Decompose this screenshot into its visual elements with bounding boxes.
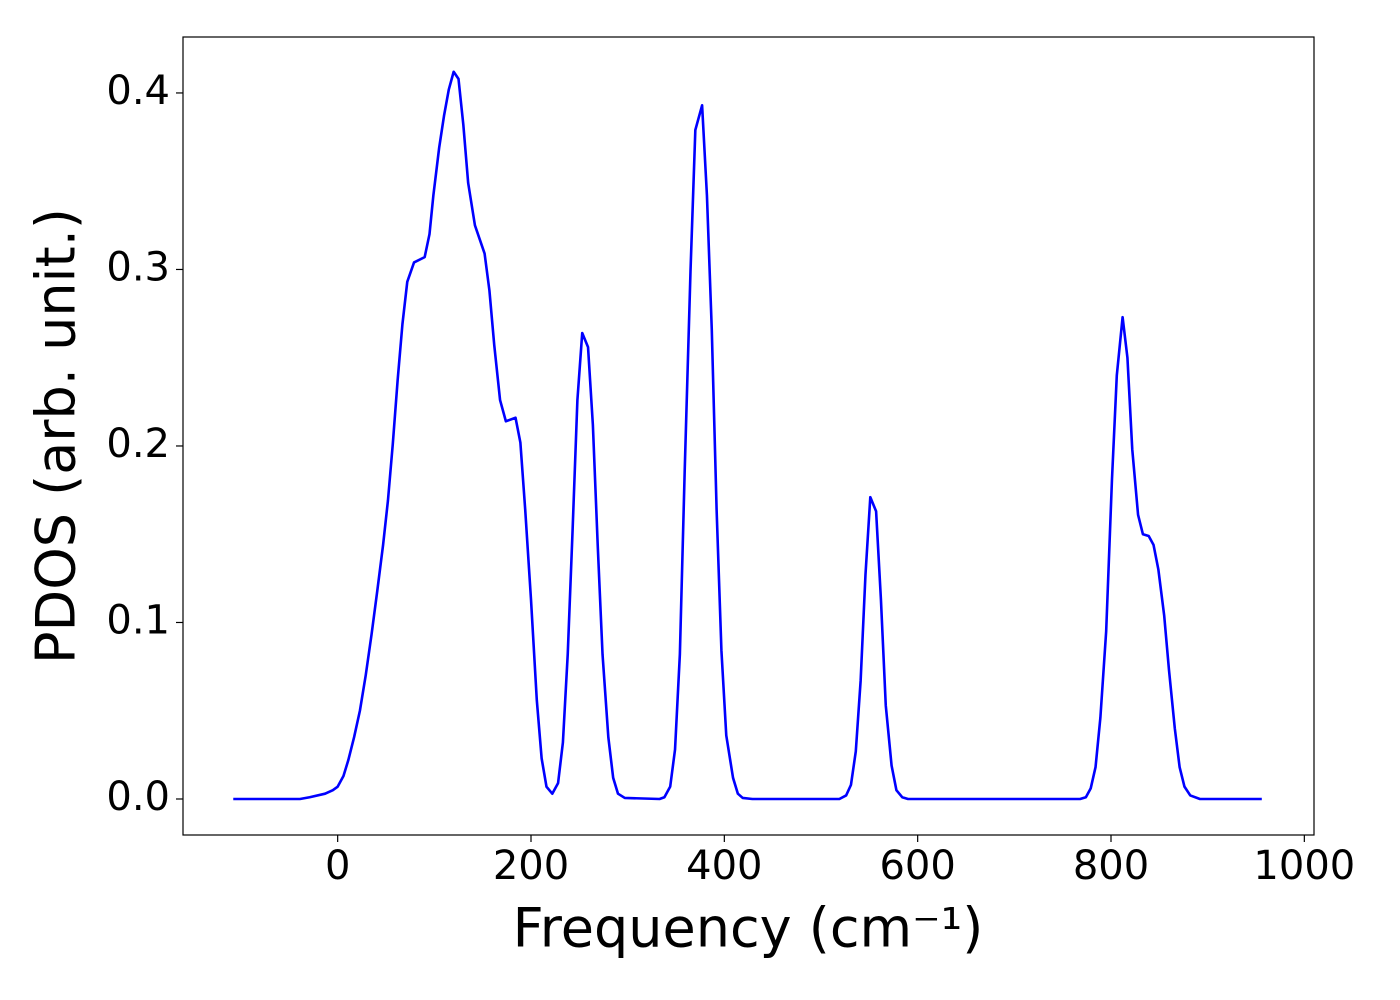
plot-frame [182,36,1315,836]
y-tick-label: 0.4 [106,68,170,114]
x-tick-label: 0 [325,843,350,889]
y-tick-label: 0.0 [106,774,170,820]
x-tick-label: 400 [686,843,762,889]
data-line [233,70,1262,801]
y-tick-label: 0.3 [106,244,170,290]
x-tick-label: 1000 [1253,843,1355,889]
x-tick-label: 600 [879,843,955,889]
y-axis-label: PDOS (arb. unit.) [25,208,88,664]
x-tick-label: 200 [493,843,569,889]
x-tick-label: 800 [1073,843,1149,889]
y-tick-label: 0.1 [106,597,170,643]
y-tick-label: 0.2 [106,421,170,467]
x-axis-label: Frequency (cm⁻¹) [513,897,984,960]
